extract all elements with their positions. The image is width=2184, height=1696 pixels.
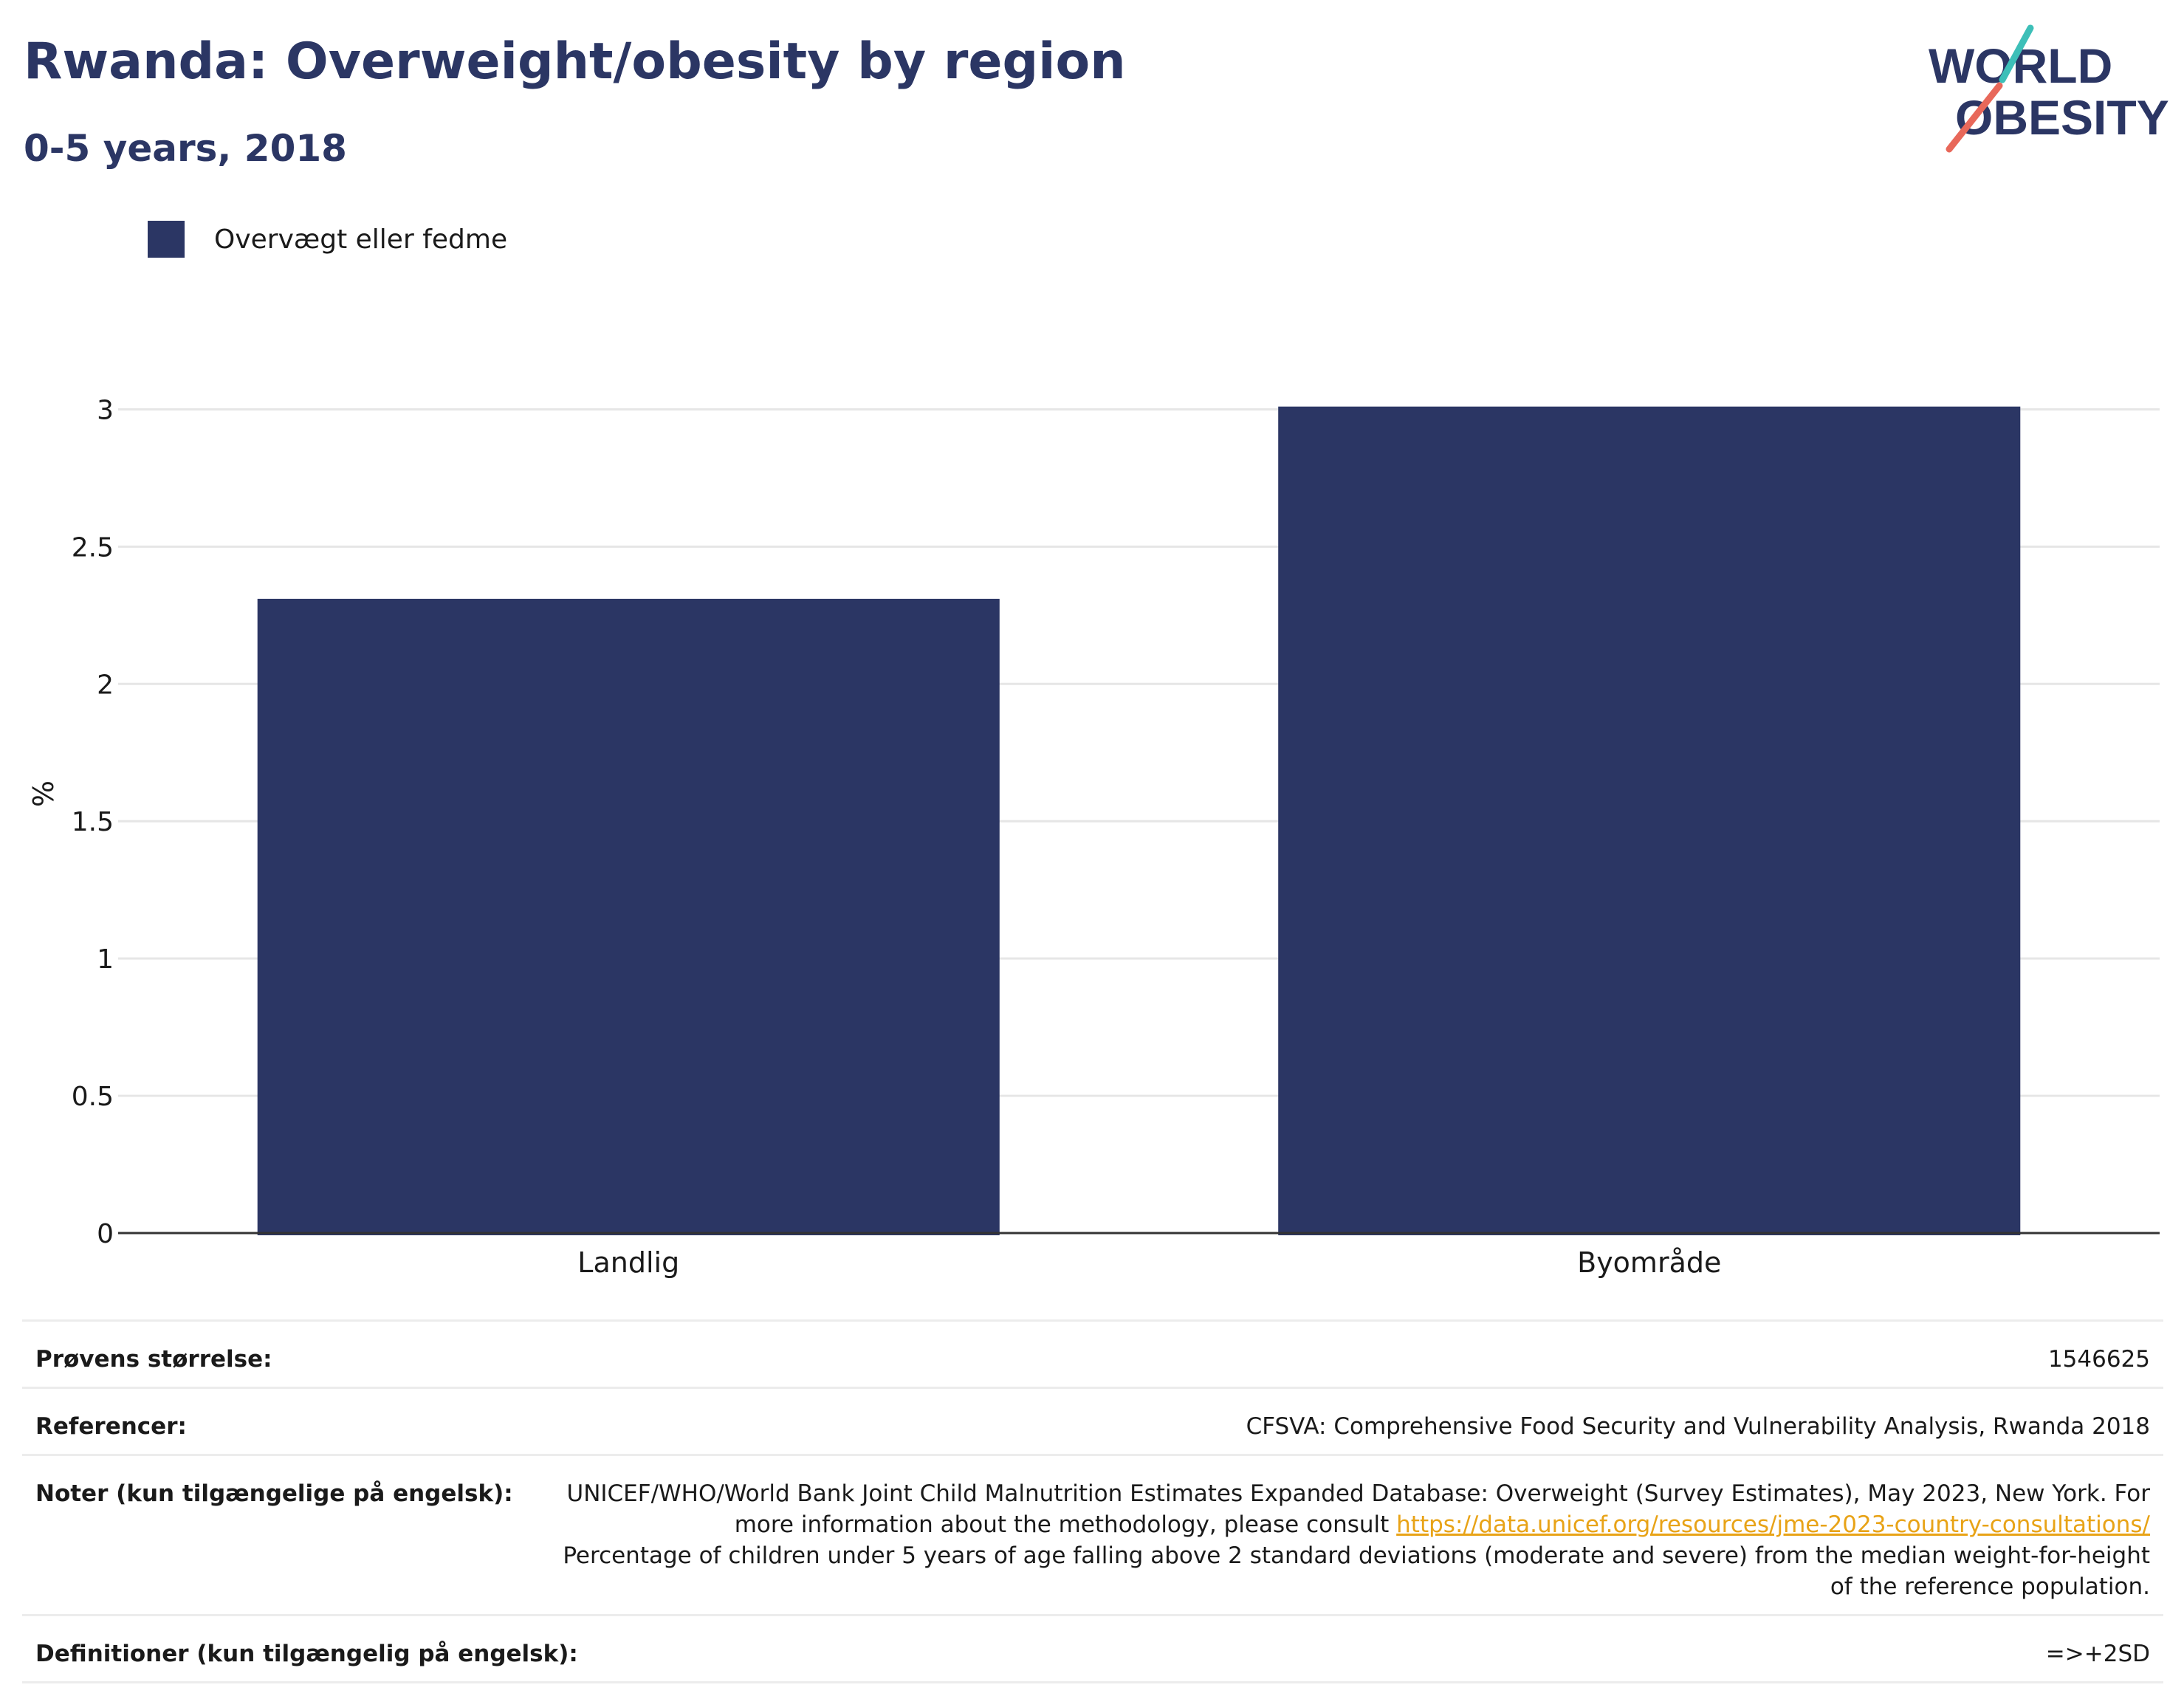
logo-slash-top [1999, 24, 2034, 83]
sample-size-label: Prøvens størrelse: [35, 1346, 272, 1373]
y-tick-label: 2.5 [72, 532, 114, 563]
legend-swatch [148, 221, 185, 258]
y-tick-label: 0 [97, 1219, 114, 1249]
x-tick-labels: Landlig Byområde [577, 1246, 1721, 1279]
legend-label: Overvægt eller fedme [214, 224, 508, 255]
definitions-label: Definitioner (kun tilgængelig på engelsk… [35, 1641, 578, 1667]
notes-text-1: UNICEF/WHO/World Bank Joint Child Malnut… [566, 1480, 2151, 1538]
y-tick-labels: 0 0.5 1 1.5 2 2.5 3 [72, 395, 114, 1249]
references-label: Referencer: [35, 1413, 187, 1440]
chart-title: Rwanda: Overweight/obesity by region [24, 32, 1126, 91]
x-tick-label: Byområde [1577, 1246, 1721, 1279]
world-obesity-logo: WORLD OBESITY [1929, 24, 2169, 153]
notes-value: UNICEF/WHO/World Bank Joint Child Malnut… [557, 1478, 2150, 1602]
bar-chart: 0 0.5 1 1.5 2 2.5 3 Landlig Byområde % [27, 395, 2160, 1279]
y-tick-label: 2 [97, 670, 114, 700]
y-axis-label: % [27, 780, 60, 807]
y-tick-label: 0.5 [72, 1082, 114, 1112]
chart-subtitle: 0-5 years, 2018 [24, 127, 347, 170]
notes-table: Prøvens størrelse: 1546625 Referencer: C… [22, 1319, 2163, 1683]
x-tick-label: Landlig [577, 1246, 679, 1279]
definitions-row: Definitioner (kun tilgængelig på engelsk… [22, 1614, 2163, 1683]
bar-landlig [257, 598, 1000, 1235]
bar-byområde [1278, 406, 2021, 1235]
notes-label: Noter (kun tilgængelige på engelsk): [35, 1480, 513, 1507]
chart-legend[interactable]: Overvægt eller fedme [148, 220, 507, 258]
references-row: Referencer: CFSVA: Comprehensive Food Se… [22, 1387, 2163, 1454]
sample-size-row: Prøvens størrelse: 1546625 [22, 1319, 2163, 1387]
y-tick-label: 3 [97, 395, 114, 425]
references-value: CFSVA: Comprehensive Food Security and V… [1246, 1413, 2150, 1440]
definitions-value: =>+2SD [2045, 1641, 2150, 1667]
notes-text-2: Percentage of children under 5 years of … [563, 1542, 2150, 1600]
notes-row: Noter (kun tilgængelige på engelsk): UNI… [22, 1454, 2163, 1614]
sample-size-value: 1546625 [2047, 1346, 2150, 1373]
logo-slash-bottom [1946, 82, 2003, 153]
methodology-link[interactable]: https://data.unicef.org/resources/jme-20… [1396, 1511, 2150, 1538]
y-tick-label: 1 [97, 944, 114, 975]
y-tick-label: 1.5 [72, 807, 114, 837]
bars [257, 406, 2021, 1235]
